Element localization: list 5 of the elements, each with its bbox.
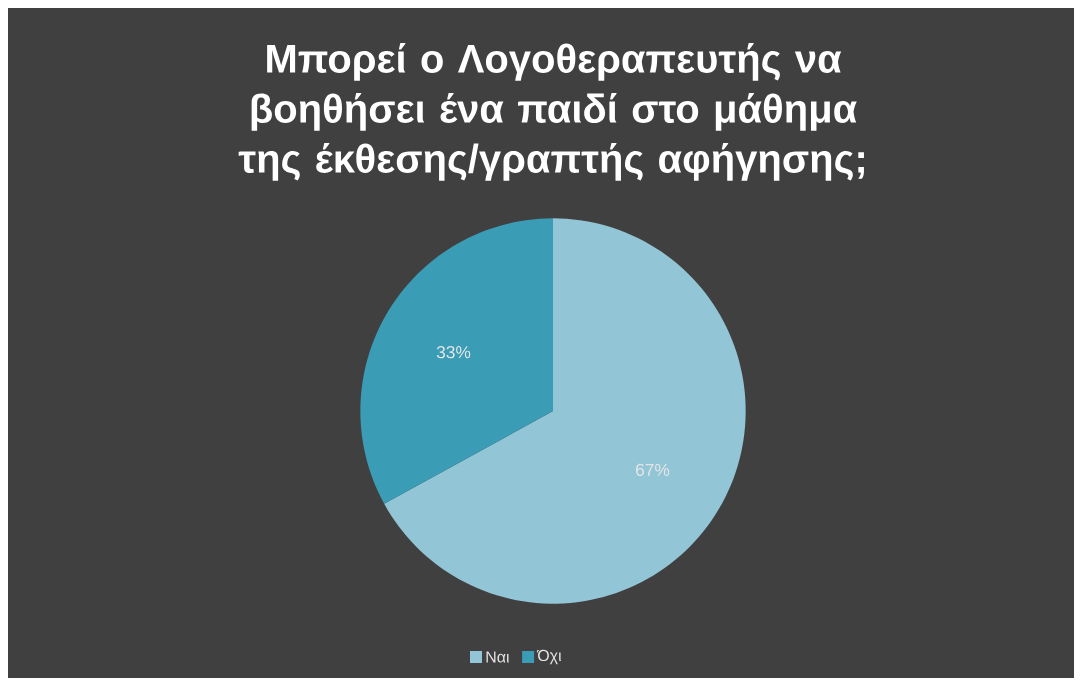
- data-label: 33%: [436, 346, 471, 359]
- legend-label: Ναι: [486, 651, 510, 663]
- chart-title: Μπορεί ο Λογοθεραπευτής να βοηθήσει ένα παιδί στο μάθημα της έκθεσης/γραπτής αφήγησης;: [238, 43, 864, 181]
- legend-label: Όχι: [536, 649, 562, 665]
- data-label: 67%: [636, 463, 670, 476]
